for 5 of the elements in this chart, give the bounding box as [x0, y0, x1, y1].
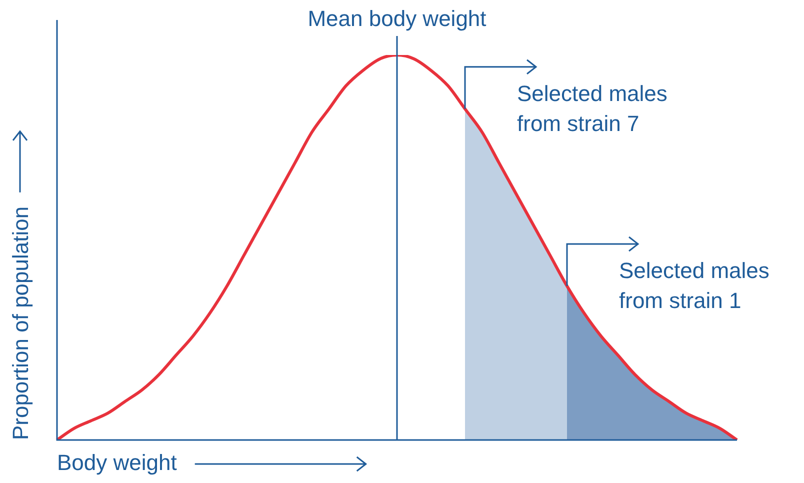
y-axis-title: Proportion of population — [8, 206, 33, 440]
series-label: Selected males from strain 1 — [619, 258, 770, 313]
series-label: Selected males from strain 7 — [517, 80, 668, 136]
x-axis-title: Body weight — [57, 450, 177, 475]
text: Mean body weight — [308, 6, 486, 31]
